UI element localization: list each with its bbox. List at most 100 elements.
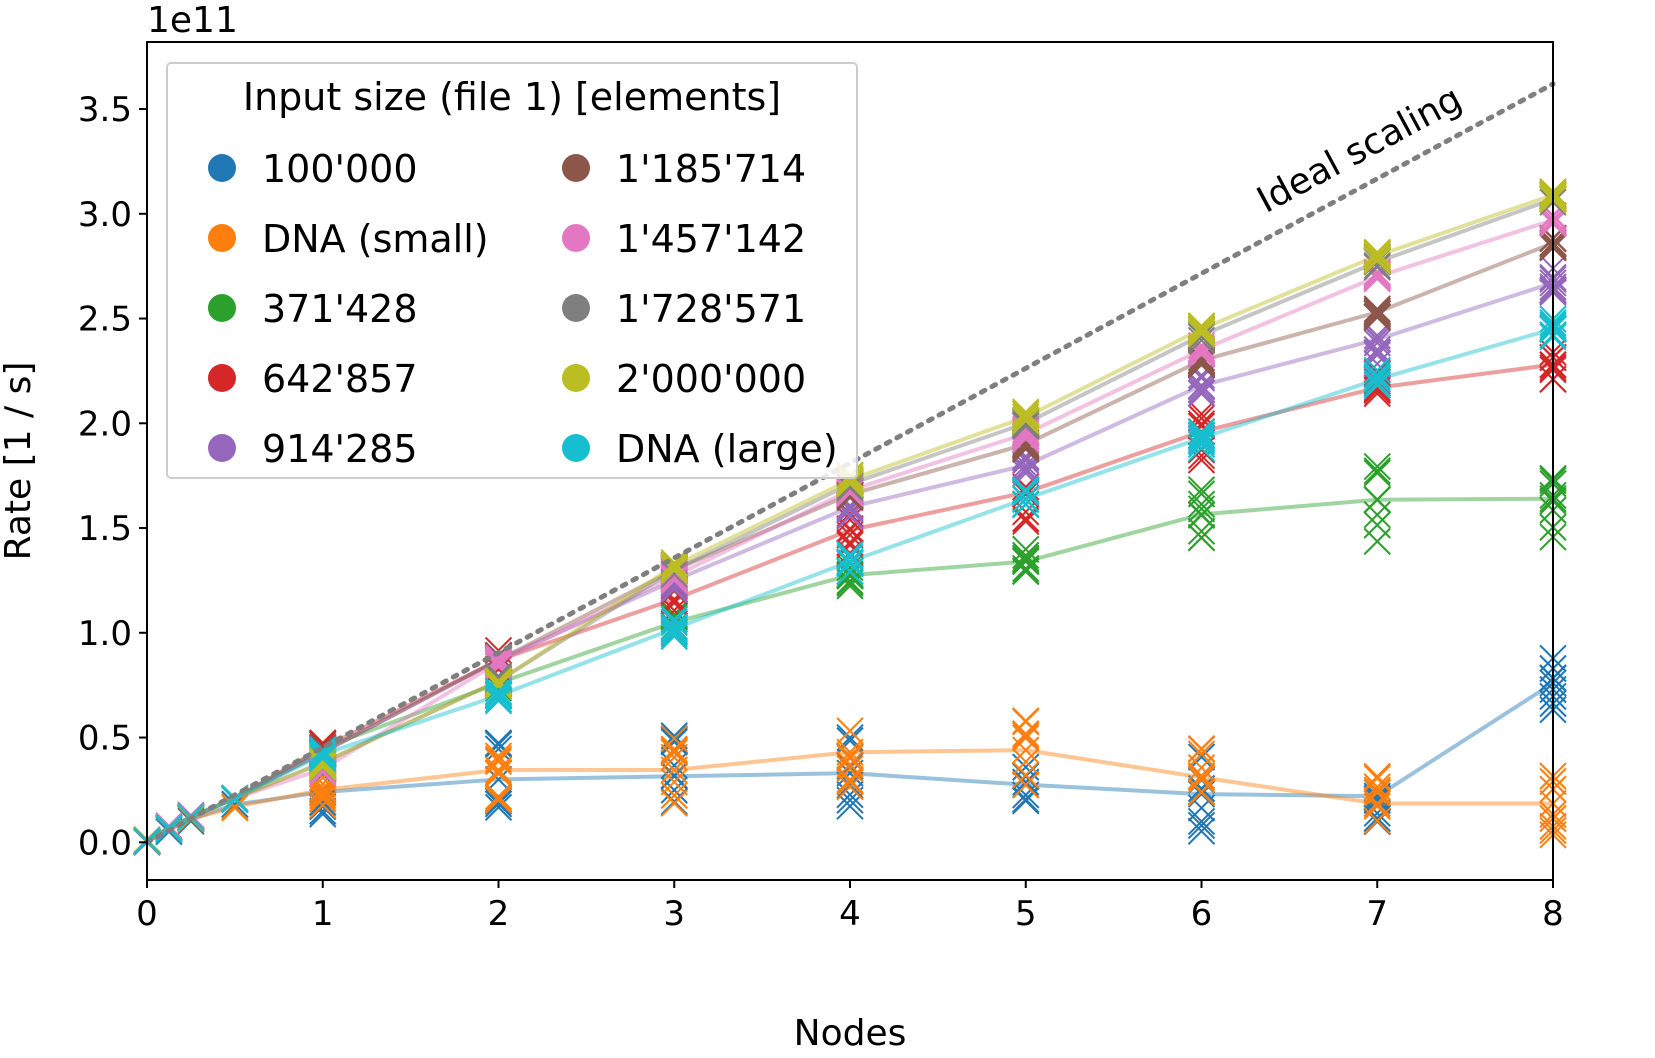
series-9-marker (1012, 406, 1040, 435)
legend-marker-10 (562, 434, 590, 462)
series-1-marker (1187, 817, 1216, 845)
series-3-marker (1363, 457, 1391, 485)
x-tick-label-8: 8 (1542, 894, 1564, 934)
ticks-layer: 0 1 2 3 4 5 6 7 8 0.0 0.5 1.0 1.5 2.0 2.5 3.0 3.5 (78, 90, 1564, 934)
series-9-marker (660, 552, 688, 580)
x-tick-label-3: 3 (663, 894, 685, 934)
series-2-marker (309, 781, 337, 810)
series-10-marker (1187, 434, 1216, 462)
series-6-marker (1363, 300, 1391, 328)
series-2-marker (484, 784, 513, 813)
series-10-marker (1187, 427, 1216, 456)
series-10-marker (660, 617, 688, 645)
legend-label-7: 1'457'142 (616, 217, 806, 261)
series-9-marker (1012, 398, 1040, 426)
series-10-marker (660, 622, 688, 651)
series-10-marker (1187, 424, 1216, 452)
series-2-marker (836, 742, 864, 770)
series-10-marker (1363, 365, 1391, 393)
series-9-marker (1012, 403, 1040, 431)
series-2-marker (660, 781, 688, 810)
series-3-marker (1187, 524, 1216, 552)
legend-marker-2 (208, 224, 236, 252)
series-2-marker (1187, 753, 1216, 782)
legend-label-2: DNA (small) (262, 217, 489, 261)
series-10-marker (836, 540, 864, 569)
legend-label-1: 100'000 (262, 147, 418, 191)
series-2-marker (1012, 724, 1040, 752)
series-3-marker (1187, 495, 1216, 523)
series-3-marker (1363, 452, 1391, 481)
series-3-marker (1012, 541, 1040, 570)
series-3-marker (1187, 517, 1216, 545)
series-10-marker (1012, 491, 1040, 519)
x-tick-label-0: 0 (136, 894, 158, 934)
series-9-marker (1187, 314, 1216, 343)
series-1-marker (836, 792, 864, 820)
series-line-1 (146, 681, 1555, 844)
series-5-marker (1012, 456, 1040, 485)
series-9-marker (1363, 245, 1391, 273)
legend-label-10: DNA (large) (616, 427, 838, 471)
x-tick-label-5: 5 (1015, 894, 1037, 934)
series-2-marker (484, 782, 513, 811)
series-10-marker (484, 685, 513, 713)
series-10-marker (1012, 485, 1040, 514)
series-3-marker (836, 553, 864, 582)
series-9-marker (1187, 320, 1216, 348)
legend-label-9: 2'000'000 (616, 357, 806, 401)
series-1-marker (836, 781, 864, 809)
series-2-marker (1012, 747, 1040, 776)
y-tick-label-3: 3.0 (78, 195, 132, 235)
y-tick-label-0: 0.0 (78, 823, 132, 863)
series-3-marker (1012, 545, 1040, 574)
series-2-marker (660, 743, 688, 772)
legend-label-8: 1'728'571 (616, 287, 806, 331)
series-1-marker (660, 728, 688, 756)
series-2-marker (309, 791, 337, 819)
series-1-marker (1187, 774, 1216, 803)
series-2-marker (1187, 763, 1216, 792)
series-9-marker (1012, 400, 1040, 429)
series-4-marker (1012, 498, 1040, 526)
series-3-marker (1012, 547, 1040, 575)
legend-box (166, 62, 858, 479)
series-2-marker (1187, 740, 1216, 768)
series-6-marker (1363, 303, 1391, 331)
series-10-marker (1363, 361, 1391, 389)
series-10-marker (1187, 421, 1216, 449)
series-1-marker (1363, 799, 1391, 827)
series-5-marker (1363, 325, 1391, 353)
series-2-marker (836, 768, 864, 796)
series-9-marker (1363, 247, 1391, 275)
series-10-marker (1012, 475, 1040, 504)
series-8-marker (836, 474, 864, 502)
y-tick-label-1.5: 1.5 (78, 509, 132, 549)
series-8-marker (1363, 251, 1391, 280)
y-tick-label-2.5: 2.5 (78, 300, 132, 340)
series-1-marker (1187, 807, 1216, 836)
x-tick-label-1: 1 (312, 894, 334, 934)
series-8-marker (1187, 323, 1216, 351)
series-10-marker (1363, 356, 1391, 385)
series-3-marker (836, 569, 864, 597)
legend-label-5: 914'285 (262, 427, 418, 471)
legend-marker-7 (562, 224, 590, 252)
series-1-marker (484, 735, 513, 763)
series-9-marker (484, 672, 513, 700)
series-2-marker (484, 756, 513, 784)
x-tick-label-4: 4 (839, 894, 861, 934)
series-2-marker (1012, 721, 1040, 750)
series-10-marker (484, 687, 513, 715)
series-2-marker (660, 789, 688, 817)
series-7-marker (836, 476, 864, 504)
series-10-marker (1363, 369, 1391, 398)
series-7-marker (660, 564, 688, 592)
series-9-marker (309, 748, 337, 776)
series-1-marker (221, 790, 249, 818)
series-1-marker (1363, 786, 1391, 815)
series-10-marker (660, 615, 688, 644)
series-3-marker (1187, 501, 1216, 530)
series-1-marker (660, 722, 688, 750)
legend-items: 100'000 DNA (small) 371'428 642'857 914'285 1… (208, 147, 838, 471)
